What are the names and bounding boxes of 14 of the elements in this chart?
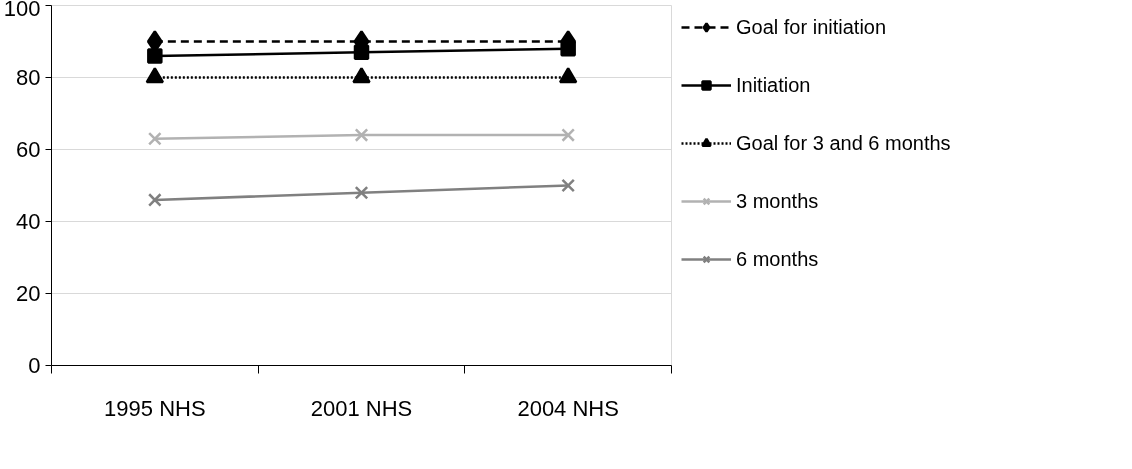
y-tick-label: 100 (3, 0, 41, 21)
legend-label: Goal for 3 and 6 months (736, 131, 951, 155)
legend-label: 3 months (736, 189, 819, 213)
legend-label: 6 months (736, 247, 819, 271)
x-tick-label: 2004 NHS (517, 395, 619, 421)
legend-label: Initiation (736, 73, 811, 97)
y-tick-label: 40 (16, 209, 41, 234)
x-tick-label: 2001 NHS (310, 395, 413, 421)
y-tick-label: 20 (16, 281, 41, 306)
y-tick-label: 0 (28, 353, 41, 378)
legend-label: Goal for initiation (736, 15, 887, 39)
x-tick-label: 1995 NHS (104, 395, 206, 421)
y-tick-label: 60 (16, 137, 41, 162)
y-tick-label: 80 (16, 65, 41, 90)
